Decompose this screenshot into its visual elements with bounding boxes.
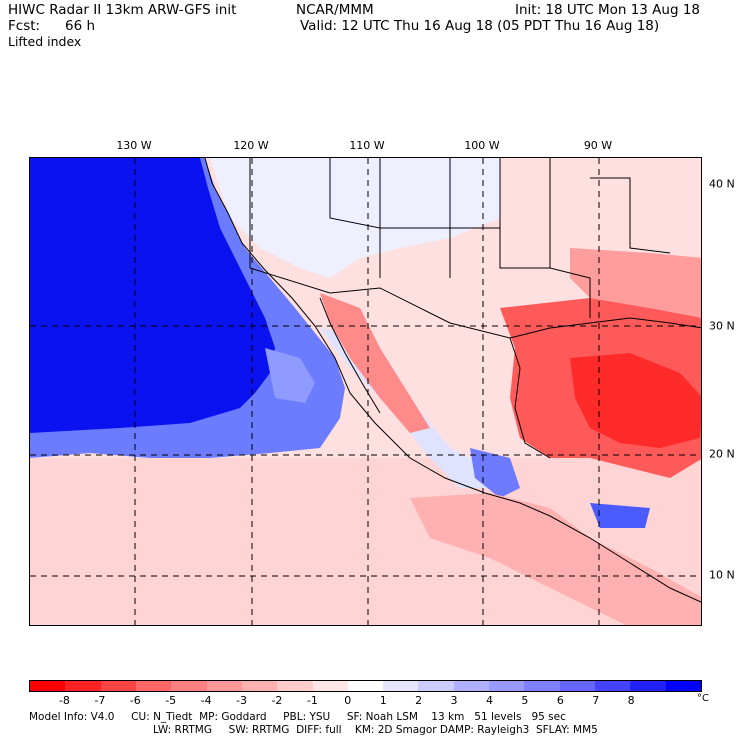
field-name: Lifted index [8,34,82,49]
colorbar-tick-label: 4 [485,694,493,707]
fcst-label: Fcst: [8,18,41,34]
colorbar-swatch [383,681,419,691]
southeast-us-unstable [570,248,701,318]
caribbean-stable-patch [590,503,650,528]
colorbar-swatch [171,681,207,691]
colorbar-tick-label: -6 [129,694,141,707]
lon-label-120w: 120 W [233,139,269,152]
colorbar-swatch [65,681,101,691]
model-title: HIWC Radar II 13km ARW-GFS init [8,2,237,18]
colorbar-tick-label: -3 [236,694,247,707]
colorbar-tick-label: -7 [94,694,106,707]
colorbar-tick-label: 7 [592,694,600,707]
colorbar-swatch [241,681,278,691]
lon-label-110w: 110 W [349,139,385,152]
colorbar-tick-label: -2 [271,694,283,707]
org-label: NCAR/MMM [296,2,374,18]
colorbar-swatch [453,681,490,691]
colorbar-tick-label: -4 [200,694,212,707]
colorbar [29,680,702,692]
colorbar-tick-label: 2 [415,694,423,707]
lat-label-10n: 10 N [709,568,735,582]
lifted-index-map [29,157,702,626]
model-info-line2: LW: RRTMG SW: RRTMG DIFF: full KM: 2D Sm… [153,724,598,736]
colorbar-tick-label: -5 [165,694,177,707]
colorbar-tick-label: 3 [450,694,458,707]
colorbar-swatch [489,681,525,691]
colorbar-tick-label: -8 [58,694,70,707]
sierra-madre-unstable [320,293,430,433]
colorbar-tick-label: 0 [344,694,352,707]
coastlines-borders [204,158,701,603]
lat-label-20n: 20 N [709,447,735,461]
colorbar-tick-label: 8 [627,694,635,707]
colorbar-swatch [559,681,595,691]
colorbar-tick-label: -1 [306,694,318,707]
map-canvas [30,158,701,625]
colorbar-swatch [418,681,454,691]
lat-label-30n: 30 N [709,319,735,333]
pacific-stable-core [30,158,275,433]
colorbar-tick-label: 1 [379,694,387,707]
colorbar-swatch [347,681,384,691]
model-info-line1: Model Info: V4.0 CU: N_Tiedt MP: Goddard… [29,711,566,723]
colorbar-swatch [312,681,348,691]
lon-label-130w: 130 W [116,139,152,152]
fcst-value: 66 h [65,18,96,34]
colorbar-swatch [206,681,242,691]
western-us-neutral [210,158,500,278]
colorbar-swatch [524,681,560,691]
colorbar-swatch [135,681,172,691]
valid-time: Valid: 12 UTC Thu 16 Aug 18 (05 PDT Thu … [300,18,660,34]
lon-label-90w: 90 W [583,139,613,152]
init-time: Init: 18 UTC Mon 13 Aug 18 [515,2,700,18]
colorbar-tick-label: 6 [556,694,564,707]
lon-label-100w: 100 W [464,139,500,152]
gulf-unstable-core [570,353,701,448]
colorbar-swatch [277,681,313,691]
lat-label-40n: 40 N [709,177,735,191]
pacific-stable-lobe [265,348,315,403]
colorbar-tick-label: 5 [521,694,529,707]
colorbar-swatch [665,681,701,691]
colorbar-swatch [630,681,666,691]
colorbar-swatch [595,681,631,691]
colorbar-swatch [100,681,136,691]
colorbar-unit: °C [697,693,709,704]
colorbar-swatch [30,681,66,691]
